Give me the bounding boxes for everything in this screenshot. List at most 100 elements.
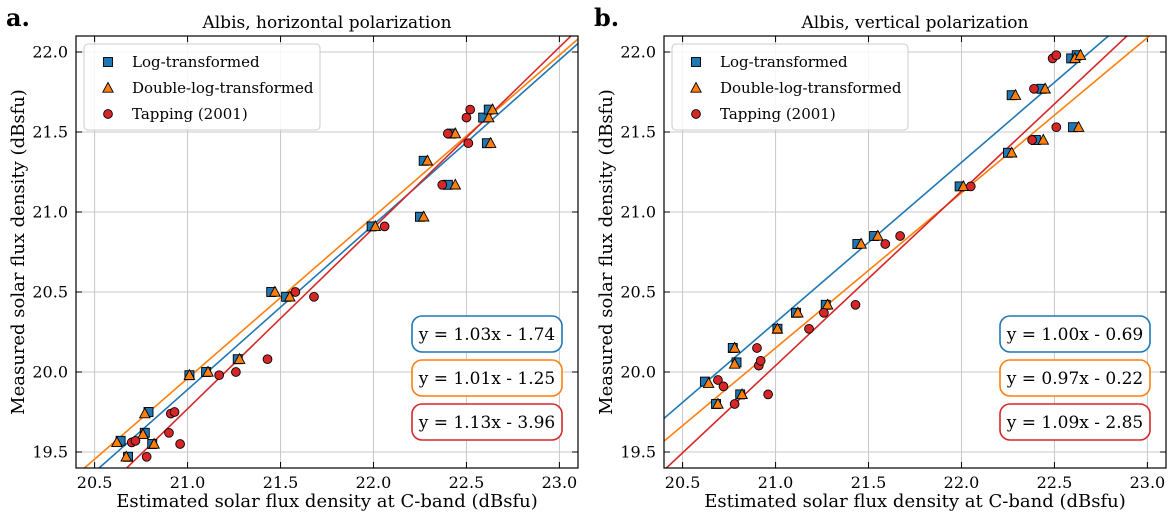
series-circle (126, 104, 476, 462)
data-point-triangle (268, 285, 281, 297)
data-point-triangle (283, 290, 296, 302)
legend-marker-square (103, 57, 113, 67)
legend-box (671, 43, 909, 131)
data-point-triangle (449, 127, 462, 139)
data-point-triangle (233, 352, 246, 364)
data-point-triangle (791, 306, 804, 318)
x-tick-label: 20.5 (77, 473, 113, 492)
panel-letter: a. (6, 3, 30, 32)
data-point-triangle (1072, 120, 1085, 132)
data-point-triangle (421, 154, 434, 166)
data-point-triangle (957, 179, 970, 192)
data-point-triangle (110, 435, 123, 448)
fit-equation-label: y = 1.13x - 3.96 (418, 413, 556, 433)
y-tick-label: 22.0 (620, 43, 656, 62)
plot-frame (75, 35, 579, 469)
legend-marker-square (691, 57, 701, 67)
fit-line-circle (665, 36, 1129, 468)
data-point-triangle (484, 136, 497, 148)
y-axis-label: Measured solar flux density (dBsfu) (596, 89, 617, 415)
y-tick-label: 20.5 (620, 283, 656, 302)
data-point-triangle (1039, 82, 1052, 94)
data-point-circle (1027, 135, 1037, 145)
legend-marker-triangle (690, 81, 702, 93)
data-point-circle (141, 451, 152, 462)
fit-equation-box (999, 315, 1151, 353)
data-point-triangle (702, 376, 715, 388)
fit-equation-label: y = 1.09x - 2.85 (1006, 413, 1144, 433)
data-point-triangle (138, 407, 151, 419)
data-point-triangle (871, 229, 884, 241)
data-point-triangle (120, 450, 133, 462)
legend-label: Log-transformed (720, 53, 848, 71)
chart-panel-1: 20.5 21.0 21.5 22.0 22.5 23.0 19.5 20.0 20.5 21.0… (6, 3, 579, 512)
data-point-circle (290, 287, 301, 297)
fit-equation-box (999, 403, 1151, 441)
y-tick-label: 21.5 (620, 123, 656, 142)
data-point-triangle (449, 178, 462, 190)
data-point-circle (465, 104, 476, 115)
legend-label: Log-transformed (132, 53, 260, 71)
chart-title: Albis, horizontal polarization (201, 13, 451, 33)
data-point-circle (379, 221, 390, 232)
legend-marker-triangle (102, 81, 114, 93)
panel-letter: b. (594, 3, 619, 32)
data-point-circle (718, 381, 729, 392)
data-point-triangle (369, 219, 382, 232)
data-point-circle (214, 370, 225, 381)
y-tick-label: 19.5 (620, 443, 656, 462)
data-point-triangle (202, 365, 214, 377)
data-point-circle (729, 399, 740, 409)
fit-equation-label: y = 0.97x - 0.22 (1006, 369, 1144, 389)
x-axis-label: Estimated solar flux density at C-band (… (704, 491, 1125, 512)
data-point-triangle (821, 298, 834, 310)
x-tick-label: 23.0 (542, 473, 578, 492)
series-triangle (702, 48, 1087, 409)
data-point-circle (850, 299, 861, 310)
data-point-triangle (136, 427, 149, 440)
data-point-triangle (771, 322, 784, 334)
fit-line-triangle (664, 36, 1151, 442)
y-tick-label: 20.5 (32, 283, 68, 302)
data-point-circle (804, 323, 814, 334)
data-point-circle (1029, 83, 1039, 94)
data-point-circle (895, 231, 905, 241)
data-point-circle (169, 407, 180, 417)
x-tick-label: 23.0 (1130, 473, 1166, 492)
x-tick-label: 22.0 (356, 473, 392, 492)
legend-label: Tapping (2001) (720, 105, 836, 123)
x-tick-label: 21.0 (758, 473, 794, 492)
legend-label: Double-log-transformed (720, 79, 902, 97)
y-tick-label: 22.0 (32, 43, 68, 62)
data-point-circle (130, 435, 141, 446)
fit-equation-label: y = 1.03x - 1.74 (418, 325, 556, 345)
data-point-triangle (728, 341, 741, 353)
legend-marker-circle (691, 109, 701, 119)
series-circle (713, 50, 1062, 409)
fit-equation-label: y = 1.00x - 0.69 (1006, 325, 1144, 345)
data-point-circle (231, 367, 241, 377)
series-triangle (110, 103, 499, 462)
data-point-circle (175, 439, 185, 449)
fit-line-square (97, 42, 578, 468)
chart-title: Albis, vertical polarization (801, 13, 1029, 33)
y-axis-label: Measured solar flux density (dBsfu) (8, 89, 29, 415)
data-point-circle (965, 181, 976, 192)
data-point-circle (262, 354, 273, 365)
fit-equation-box (411, 359, 563, 397)
data-point-triangle (1037, 133, 1050, 145)
legend-box (83, 43, 321, 131)
data-point-triangle (1005, 146, 1018, 158)
x-tick-label: 21.5 (263, 473, 299, 492)
data-point-circle (763, 389, 773, 400)
legend-label: Double-log-transformed (132, 79, 314, 97)
data-point-triangle (148, 437, 161, 449)
data-point-triangle (183, 368, 196, 380)
x-tick-label: 22.0 (944, 473, 980, 492)
data-point-circle (1051, 122, 1062, 133)
data-point-circle (755, 355, 766, 366)
y-tick-label: 21.0 (620, 203, 656, 222)
data-point-triangle (482, 111, 495, 123)
x-tick-label: 20.5 (665, 473, 701, 492)
